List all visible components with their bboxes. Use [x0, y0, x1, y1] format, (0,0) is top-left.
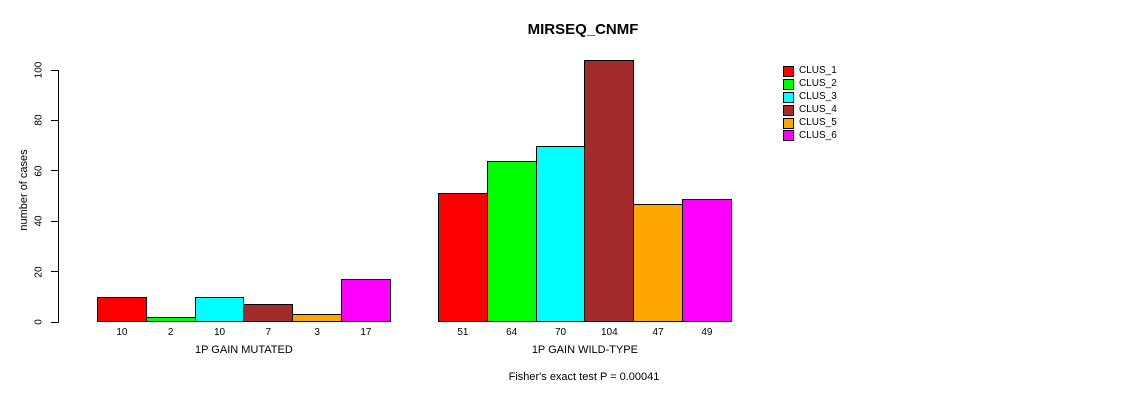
y-axis-tick: [51, 170, 58, 172]
y-axis-line: [58, 70, 59, 323]
y-axis-tick-label: 20: [33, 266, 45, 278]
legend-item: CLUS_5: [783, 117, 837, 130]
bar-clus_2: [145, 316, 196, 322]
legend-swatch: [783, 91, 794, 103]
bar-value-label: 49: [701, 327, 713, 338]
bar-value-label: 10: [116, 327, 128, 338]
fisher-test-note: Fisher's exact test P = 0.00041: [508, 371, 660, 383]
y-axis-label: number of cases: [18, 149, 30, 231]
y-axis-tick-label: 40: [33, 215, 45, 227]
y-axis-tick-label: 80: [33, 114, 45, 126]
y-axis-tick-label: 60: [33, 165, 45, 177]
legend-label: CLUS_4: [799, 104, 837, 116]
y-axis-tick: [51, 69, 58, 71]
bar-value-label: 51: [457, 327, 469, 338]
legend-swatch: [783, 65, 794, 77]
bar-value-label: 7: [265, 327, 272, 338]
legend-item: CLUS_2: [783, 78, 837, 91]
legend-swatch: [783, 104, 794, 116]
bar-clus_5: [292, 314, 342, 322]
x-axis-group-label: 1P GAIN WILD-TYPE: [531, 344, 638, 356]
bar-value-label: 2: [167, 327, 174, 338]
x-axis-group-label: 1P GAIN MUTATED: [194, 344, 293, 356]
bar-clus_1: [97, 296, 147, 322]
y-axis-tick: [51, 271, 58, 273]
bar-clus_5: [633, 203, 683, 322]
bar-clus_3: [535, 145, 586, 322]
legend-item: CLUS_3: [783, 91, 837, 104]
legend-label: CLUS_1: [799, 65, 837, 77]
y-axis-tick: [51, 321, 58, 323]
bar-value-label: 47: [652, 327, 664, 338]
y-axis-tick: [51, 220, 58, 222]
legend-label: CLUS_6: [799, 129, 837, 141]
bar-value-label: 3: [314, 327, 320, 338]
bar-clus_4: [243, 304, 294, 322]
legend-label: CLUS_2: [799, 78, 837, 90]
y-axis-tick-label: 100: [33, 61, 45, 79]
bar-value-label: 104: [600, 327, 618, 338]
legend-label: CLUS_5: [799, 117, 837, 128]
chart-title: MIRSEQ_CNMF: [527, 21, 639, 38]
legend-item: CLUS_1: [783, 65, 837, 78]
bar-value-label: 10: [213, 327, 226, 338]
y-axis-tick: [51, 119, 58, 121]
bar-value-label: 64: [506, 327, 518, 338]
y-axis-tick-label: 0: [33, 319, 45, 325]
bar-value-label: 70: [554, 327, 567, 338]
bar-clus_1: [438, 193, 488, 322]
legend-swatch: [783, 130, 794, 142]
legend-item: CLUS_6: [783, 129, 837, 142]
bar-value-label: 17: [360, 327, 372, 338]
bar-clus_2: [486, 160, 537, 322]
bar-clus_6: [682, 198, 732, 322]
legend-label: CLUS_3: [799, 91, 837, 103]
legend: CLUS_1 CLUS_2 CLUS_3 CLUS_4 CLUS_5 CLUS_6: [783, 65, 837, 142]
legend-swatch: [783, 78, 794, 90]
bar-clus_4: [584, 59, 635, 322]
legend-item: CLUS_4: [783, 104, 837, 117]
bar-clus_6: [341, 279, 391, 322]
legend-swatch: [783, 117, 794, 129]
bar-clus_3: [194, 296, 245, 322]
